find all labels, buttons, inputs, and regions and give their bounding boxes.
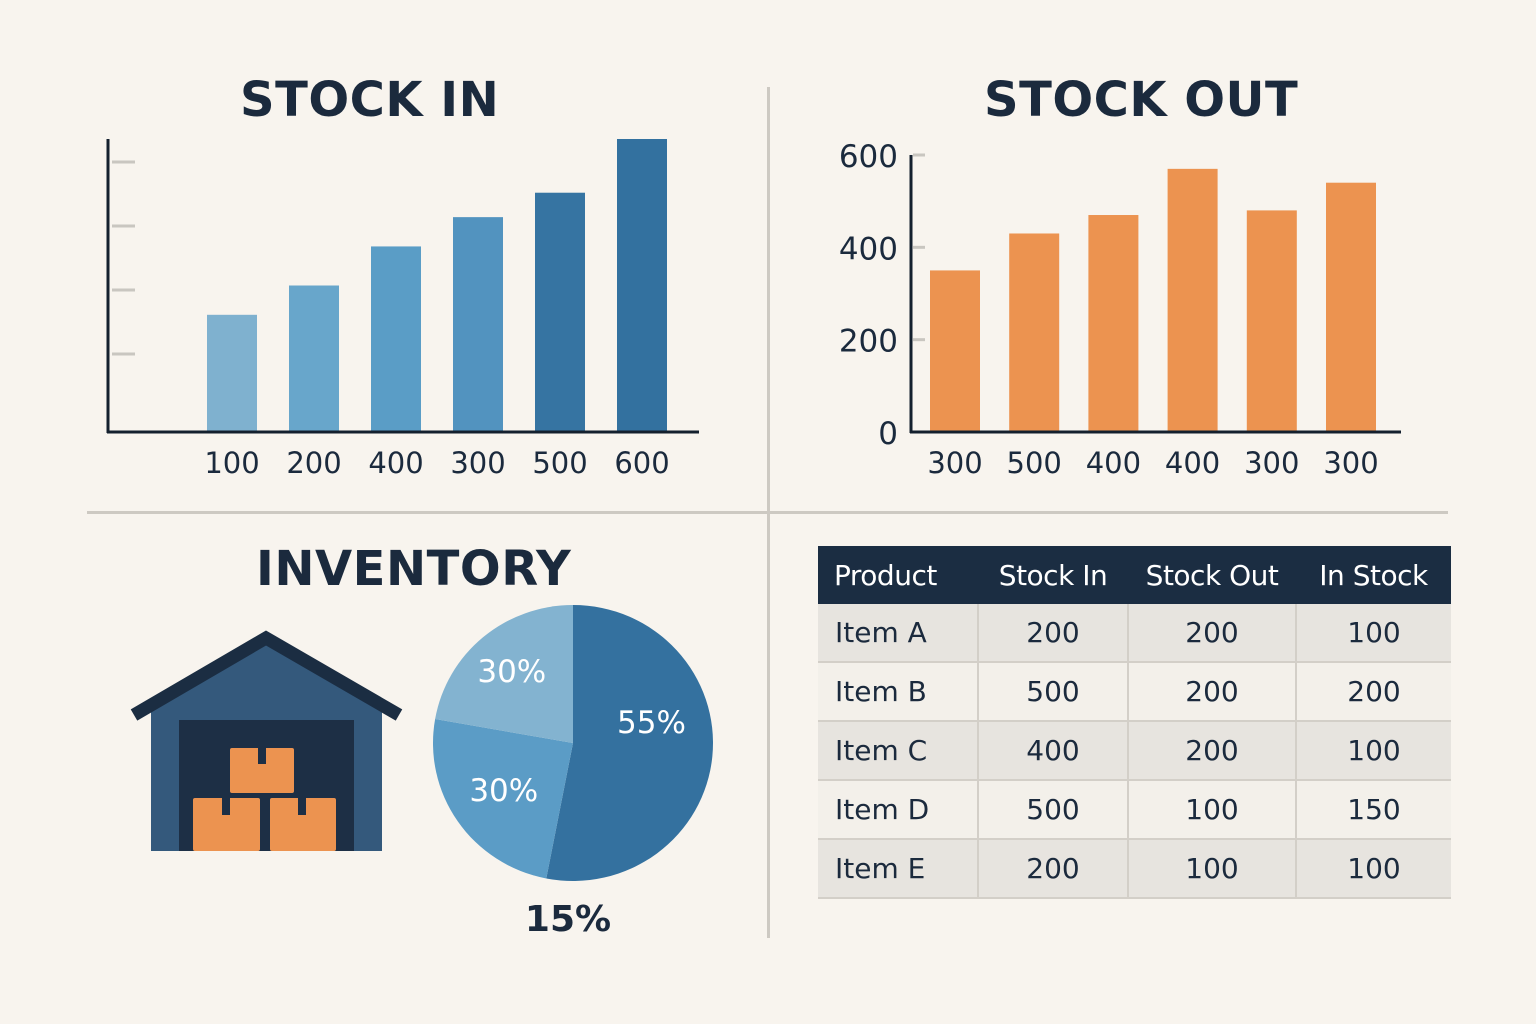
cell-product: Item B [818, 662, 979, 722]
stock-in-x-tick-label: 600 [614, 446, 669, 480]
cell-stock-in: 200 [977, 839, 1129, 899]
cell-stock-out: 100 [1127, 780, 1297, 840]
pie-slice-label: 30% [477, 654, 546, 690]
cell-stock-out: 200 [1127, 604, 1297, 663]
table-row: Item A 200 200 100 [818, 604, 1451, 663]
stock-out-bar [1246, 210, 1297, 432]
stock-out-x-tick-label: 500 [1007, 446, 1062, 480]
stock-in-bar [617, 139, 667, 432]
stock-in-bar [289, 285, 339, 432]
stock-in-title: STOCK IN [240, 72, 500, 128]
stock-out-x-tick-label: 300 [1323, 446, 1378, 480]
table-row: Item E 200 100 100 [818, 839, 1451, 899]
cell-stock-out: 200 [1127, 721, 1297, 781]
stock-out-bar [1167, 168, 1218, 432]
stock-out-bar [1009, 233, 1060, 432]
stock-in-x-tick-label: 300 [450, 446, 505, 480]
stock-out-x-tick-label: 300 [927, 446, 982, 480]
warehouse-icon [130, 630, 403, 851]
cell-in-stock: 200 [1295, 662, 1451, 722]
stock-in-x-tick-label: 100 [204, 446, 259, 480]
box-tape-bottom-right [298, 798, 306, 815]
inventory-table: Product Stock In Stock Out In Stock Item… [818, 546, 1451, 899]
stock-out-y-tick-label: 400 [839, 231, 898, 267]
stock-out-bar [1326, 182, 1376, 432]
stock-out-x-tick-label: 400 [1086, 446, 1141, 480]
inventory-title: INVENTORY [256, 541, 572, 597]
cell-stock-in: 200 [977, 604, 1129, 663]
pie-slice [435, 605, 573, 743]
stock-in-x-tick-label: 200 [286, 446, 341, 480]
column-header-product: Product [818, 546, 978, 604]
column-header-in-stock: In Stock [1296, 546, 1451, 604]
stock-in-bar [371, 246, 421, 432]
cell-product: Item E [818, 839, 979, 899]
stock-out-y-tick-label: 0 [878, 416, 898, 452]
horizontal-divider [87, 511, 1448, 514]
warehouse-roof [130, 630, 403, 721]
pie-slice [432, 719, 573, 879]
cell-stock-out: 200 [1127, 662, 1297, 722]
stock-out-bar [1088, 215, 1139, 432]
stock-out-x-tick-label: 300 [1244, 446, 1299, 480]
stock-in-x-tick-label: 400 [368, 446, 423, 480]
table-row: Item D 500 100 150 [818, 780, 1451, 840]
box-tape-top [258, 748, 266, 764]
cell-product: Item D [818, 780, 979, 840]
stock-in-bar [207, 314, 257, 432]
box-top [230, 748, 294, 793]
pie-slice [546, 605, 713, 881]
stock-out-y-tick-label: 200 [839, 324, 898, 360]
cell-product: Item C [818, 721, 979, 781]
cell-in-stock: 100 [1295, 839, 1451, 899]
box-bottom-right [270, 798, 336, 851]
column-header-stock-in: Stock In [978, 546, 1128, 604]
cell-stock-in: 500 [977, 780, 1129, 840]
pie-slice-label: 55% [617, 705, 686, 741]
table-row: Item B 500 200 200 [818, 662, 1451, 722]
stock-out-y-tick-label: 600 [839, 139, 898, 175]
stock-in-bar [453, 217, 503, 432]
table-header-row: Product Stock In Stock Out In Stock [818, 546, 1451, 604]
stock-out-x-tick-label: 400 [1165, 446, 1220, 480]
cell-stock-in: 400 [977, 721, 1129, 781]
stock-out-bar [930, 270, 980, 432]
cell-in-stock: 150 [1295, 780, 1451, 840]
pie-outside-label: 15% [524, 899, 612, 940]
cell-stock-out: 100 [1127, 839, 1297, 899]
stock-in-chart: 100 200 400 300 500 600 [106, 139, 699, 480]
cell-product: Item A [818, 604, 979, 663]
column-header-stock-out: Stock Out [1128, 546, 1296, 604]
cell-in-stock: 100 [1295, 721, 1451, 781]
stock-in-bar [535, 192, 585, 432]
box-tape-bottom-left [222, 798, 230, 815]
pie-slice-label: 30% [469, 773, 538, 809]
stock-in-x-tick-label: 500 [532, 446, 587, 480]
table-row: Item C 400 200 100 [818, 721, 1451, 781]
stock-out-chart: 0 200 400 600 300 500 400 400 300 300 [839, 139, 1401, 480]
inventory-pie-chart: 55% 30% 30% [432, 605, 713, 881]
cell-stock-in: 500 [977, 662, 1129, 722]
box-bottom-left [193, 798, 260, 851]
stock-out-title: STOCK OUT [984, 72, 1299, 128]
cell-in-stock: 100 [1295, 604, 1451, 663]
